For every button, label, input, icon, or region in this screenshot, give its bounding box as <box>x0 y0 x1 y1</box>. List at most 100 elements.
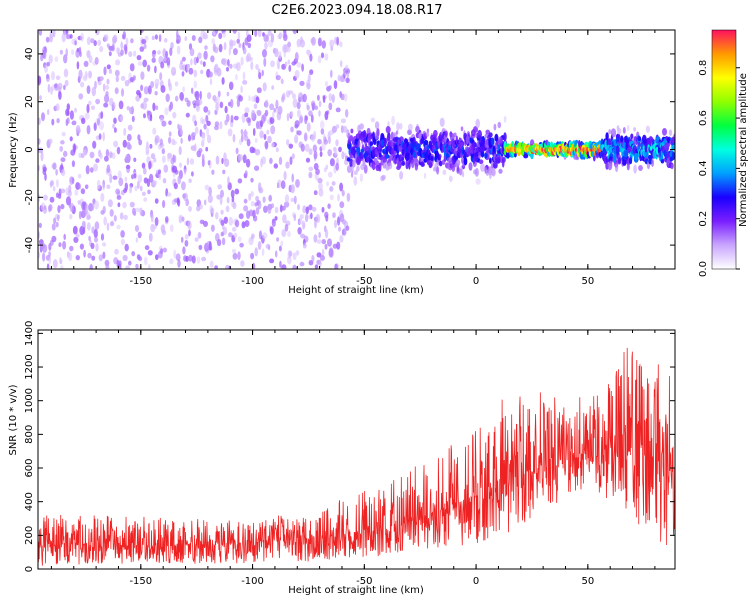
heatmap-cell <box>79 243 84 250</box>
heatmap-cell <box>356 165 360 172</box>
heatmap-cell <box>116 146 121 155</box>
heatmap-cell <box>60 140 65 145</box>
y-tick-label: 1200 <box>24 354 35 379</box>
heatmap-cell <box>135 264 140 269</box>
heatmap-cell <box>278 51 282 60</box>
heatmap-cell <box>247 56 253 62</box>
heatmap-cell <box>311 255 315 262</box>
heatmap-cell <box>252 147 256 153</box>
heatmap-cell <box>129 201 135 208</box>
heatmap-cell <box>670 136 675 144</box>
heatmap-cell <box>132 50 137 57</box>
heatmap-cell <box>341 189 345 197</box>
heatmap-cell <box>315 214 321 223</box>
heatmap-cell <box>670 163 674 170</box>
heatmap-cell <box>290 110 294 118</box>
heatmap-cell <box>177 198 181 207</box>
heatmap-cell <box>38 193 41 203</box>
heatmap-cell <box>304 134 308 141</box>
heatmap-cell <box>160 248 164 255</box>
heatmap-cell <box>296 38 301 48</box>
heatmap-cell <box>288 90 294 95</box>
heatmap-cell <box>258 72 262 80</box>
heatmap-cell <box>240 85 243 94</box>
heatmap-cell <box>166 57 171 66</box>
heatmap-cell <box>258 182 262 192</box>
heatmap-cell <box>438 160 443 167</box>
heatmap-cell <box>337 216 341 226</box>
heatmap-cell <box>69 202 75 213</box>
heatmap-cell <box>85 204 89 213</box>
heatmap-cell <box>613 154 617 163</box>
heatmap-cell <box>168 120 172 126</box>
heatmap-cell <box>109 221 115 227</box>
heatmap-cell <box>215 211 219 220</box>
heatmap-cell <box>201 153 205 162</box>
heatmap-cell <box>214 121 220 127</box>
heatmap-cell <box>439 137 442 143</box>
heatmap-cell <box>331 94 335 103</box>
heatmap-cell <box>207 194 213 204</box>
heatmap-cell <box>321 239 326 245</box>
heatmap-cell <box>270 203 275 209</box>
heatmap-cell <box>461 157 465 164</box>
heatmap-cell <box>244 220 250 227</box>
heatmap-cell <box>617 128 622 135</box>
heatmap-cell <box>297 227 302 235</box>
heatmap-cell <box>189 48 195 57</box>
heatmap-cell <box>558 147 562 152</box>
heatmap-cell <box>204 199 207 206</box>
heatmap-cell <box>116 224 121 230</box>
x-tick-label: -150 <box>129 576 152 587</box>
heatmap-cell <box>250 200 255 207</box>
heatmap-cell <box>313 163 319 171</box>
heatmap-cell <box>183 168 187 176</box>
heatmap-cell <box>106 164 111 173</box>
heatmap-cell <box>235 147 239 155</box>
heatmap-cell <box>113 117 117 124</box>
heatmap-cell <box>480 163 485 172</box>
heatmap-cell <box>89 167 94 173</box>
heatmap-cell <box>351 159 356 168</box>
heatmap-cell <box>152 127 157 135</box>
heatmap-cell <box>493 123 497 131</box>
heatmap-cell <box>633 135 638 145</box>
heatmap-cell <box>89 151 95 159</box>
heatmap-cell <box>162 247 167 253</box>
heatmap-cell <box>143 97 149 103</box>
heatmap-cell <box>198 99 203 106</box>
heatmap-cell <box>154 91 158 96</box>
heatmap-cell <box>203 34 209 40</box>
heatmap-cell <box>162 178 167 184</box>
heatmap-cell <box>173 155 177 163</box>
heatmap-cell <box>287 231 291 238</box>
heatmap-cell <box>209 260 214 268</box>
heatmap-cell <box>305 115 308 121</box>
heatmap-cell <box>114 248 119 255</box>
heatmap-cell <box>158 169 161 174</box>
heatmap-cell <box>607 138 612 146</box>
heatmap-cell <box>149 143 153 149</box>
heatmap-cell <box>56 179 59 188</box>
heatmap-cell <box>498 136 503 144</box>
heatmap-cell <box>42 194 48 201</box>
heatmap-cell <box>121 88 124 97</box>
heatmap-cell <box>311 36 316 46</box>
heatmap-cell <box>301 63 304 72</box>
heatmap-cell <box>146 64 151 72</box>
heatmap-cell <box>317 37 322 47</box>
heatmap-cell <box>420 162 425 167</box>
heatmap-cell <box>100 111 104 119</box>
heatmap-cell <box>129 63 135 72</box>
heatmap-cell <box>251 109 256 119</box>
heatmap-cell <box>226 91 230 97</box>
heatmap-cell <box>89 264 93 269</box>
heatmap-cell <box>123 127 127 136</box>
heatmap-cell <box>144 35 149 41</box>
heatmap-cell <box>281 63 286 70</box>
heatmap-cell <box>318 182 323 191</box>
heatmap-cell <box>198 244 203 250</box>
heatmap-cell <box>113 127 117 133</box>
x-tick-label: -50 <box>356 576 372 587</box>
heatmap-cell <box>634 152 639 161</box>
